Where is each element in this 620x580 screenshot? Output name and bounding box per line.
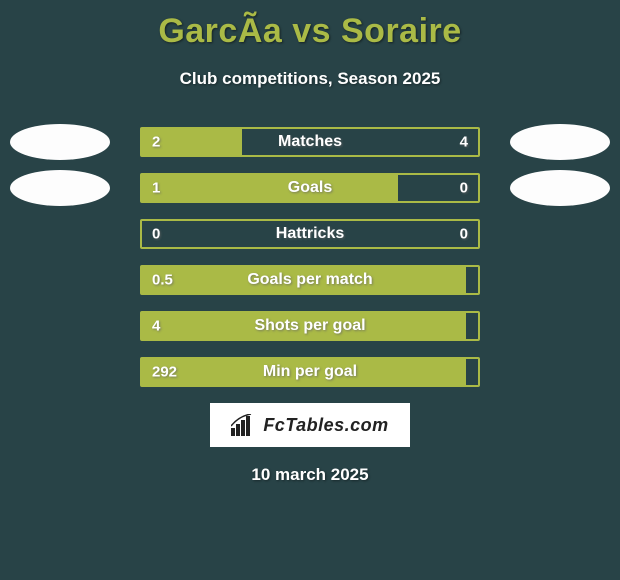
stat-label: Goals per match	[247, 271, 372, 289]
stat-value-left: 1	[152, 180, 160, 197]
stat-value-left: 4	[152, 318, 160, 335]
stat-value-left: 0	[152, 226, 160, 243]
stat-value-right: 0	[460, 180, 468, 197]
player-avatar-right	[510, 170, 610, 206]
stat-row: 0.5 Goals per match	[140, 265, 480, 295]
page-subtitle: Club competitions, Season 2025	[0, 69, 620, 89]
stat-rows: 2 Matches 4 1 Goals 0 0 Hattricks 0 0.5 Goals per …	[0, 127, 620, 387]
stat-bar-fill-left	[142, 175, 398, 201]
date-label: 10 march 2025	[0, 465, 620, 485]
stat-label: Hattricks	[276, 225, 344, 243]
stat-row: 2 Matches 4	[140, 127, 480, 157]
stat-value-left: 292	[152, 364, 177, 381]
stat-label: Goals	[288, 179, 332, 197]
brand-badge: FcTables.com	[210, 403, 410, 447]
stat-value-left: 0.5	[152, 272, 173, 289]
stat-label: Shots per goal	[254, 317, 365, 335]
stat-row: 292 Min per goal	[140, 357, 480, 387]
page-title: GarcÃ­a vs Soraire	[0, 0, 620, 51]
stat-row: 1 Goals 0	[140, 173, 480, 203]
player-avatar-right	[510, 124, 610, 160]
stat-label: Matches	[278, 133, 342, 151]
player-avatar-left	[10, 170, 110, 206]
brand-text: FcTables.com	[263, 415, 388, 436]
stat-label: Min per goal	[263, 363, 357, 381]
player-avatar-left	[10, 124, 110, 160]
stat-row: 4 Shots per goal	[140, 311, 480, 341]
stat-value-right: 4	[460, 134, 468, 151]
brand-bars-icon	[231, 414, 257, 436]
stat-row: 0 Hattricks 0	[140, 219, 480, 249]
stat-value-right: 0	[460, 226, 468, 243]
stat-value-left: 2	[152, 134, 160, 151]
